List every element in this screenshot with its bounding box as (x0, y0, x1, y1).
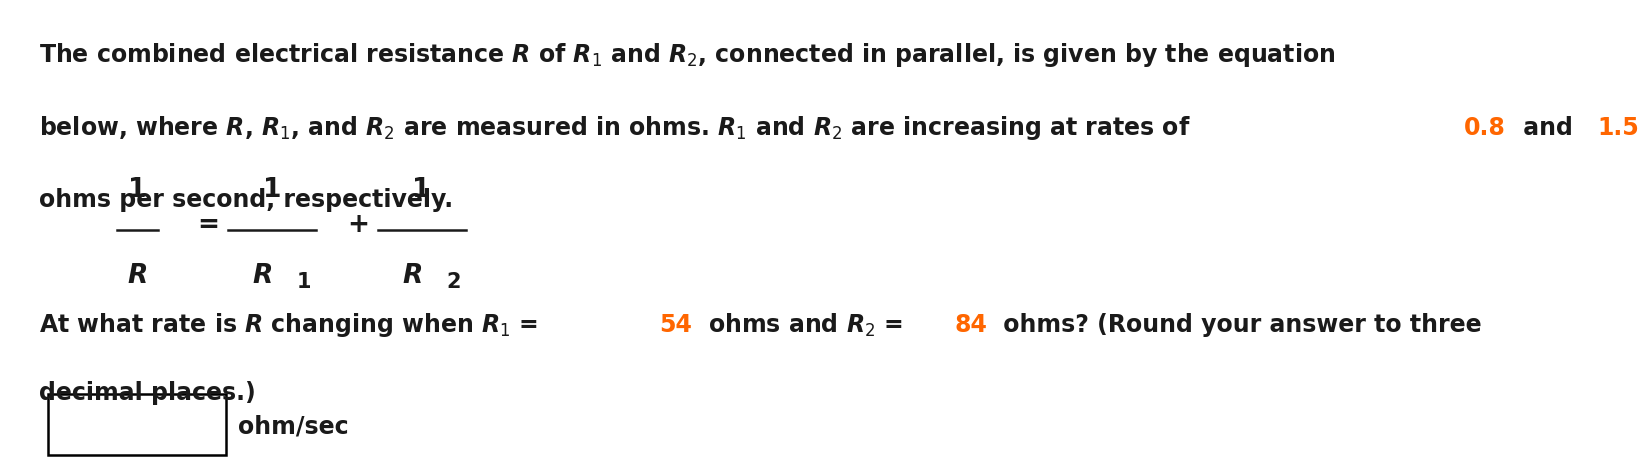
Text: decimal places.): decimal places.) (39, 381, 256, 405)
Text: The combined electrical resistance $\mathit{R}$ of $\mathit{R}_1$ and $\mathit{R: The combined electrical resistance $\mat… (39, 41, 1336, 69)
Text: 84: 84 (954, 313, 987, 337)
Text: +: + (347, 212, 369, 238)
Text: 1: 1 (413, 177, 431, 203)
Text: R: R (252, 263, 272, 289)
Text: 1.5: 1.5 (1598, 116, 1639, 139)
Text: ohms? (Round your answer to three: ohms? (Round your answer to three (995, 313, 1482, 337)
Text: ohms and $\mathit{R}_2$ =: ohms and $\mathit{R}_2$ = (700, 311, 905, 338)
Text: R: R (128, 263, 148, 289)
Text: At what rate is $\mathit{R}$ changing when $\mathit{R}_1$ =: At what rate is $\mathit{R}$ changing wh… (39, 311, 541, 339)
Text: ohms per second, respectively.: ohms per second, respectively. (39, 188, 452, 212)
Text: below, where $\mathit{R}$, $\mathit{R}_1$, and $\mathit{R}_2$ are measured in oh: below, where $\mathit{R}$, $\mathit{R}_1… (39, 114, 1190, 142)
Text: 1: 1 (297, 272, 311, 292)
Text: 1: 1 (128, 177, 148, 203)
Text: =: = (197, 212, 220, 238)
Text: 0.8: 0.8 (1464, 116, 1506, 139)
Text: R: R (402, 263, 423, 289)
Bar (48, 394, 226, 455)
Text: ohm/sec: ohm/sec (238, 415, 349, 439)
Text: and: and (1516, 116, 1582, 139)
Text: 1: 1 (262, 177, 280, 203)
Text: 2: 2 (447, 272, 461, 292)
Text: 54: 54 (659, 313, 692, 337)
